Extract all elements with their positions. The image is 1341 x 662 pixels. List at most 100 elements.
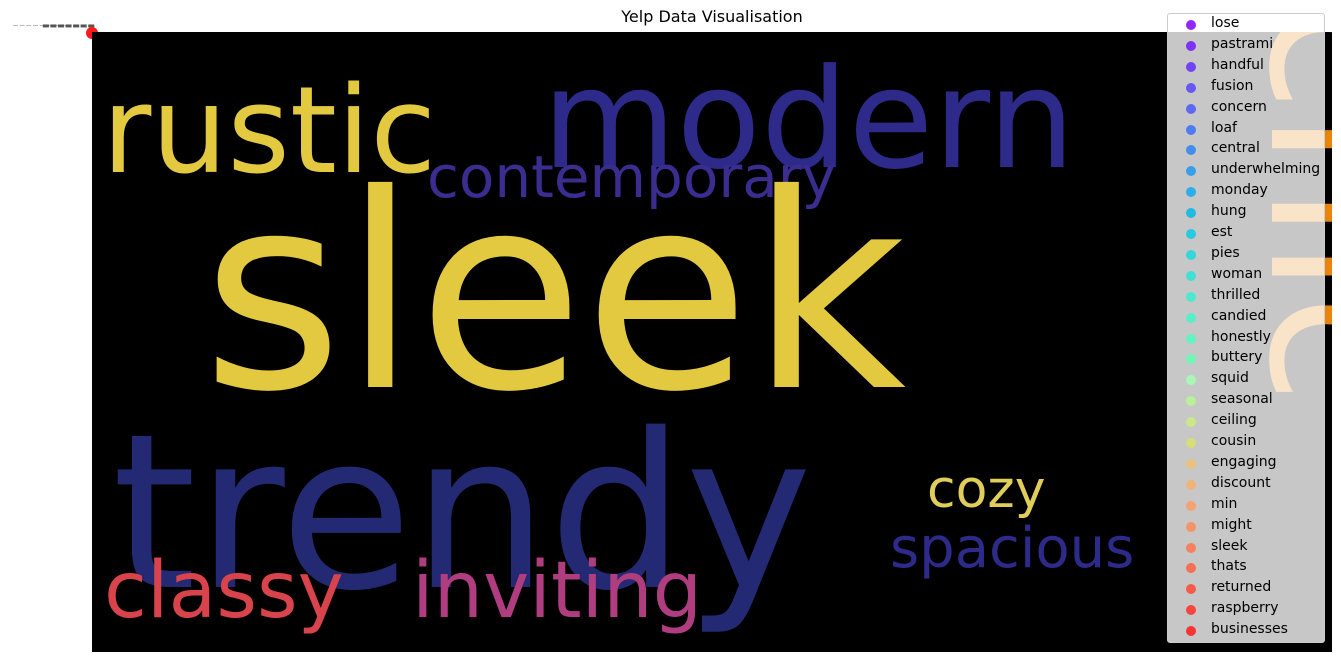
- legend-marker: [1186, 82, 1196, 93]
- legend-label: cousin: [1211, 433, 1257, 449]
- legend-marker: [1186, 208, 1196, 219]
- legend-marker: [1186, 500, 1196, 511]
- legend-marker: [1186, 124, 1196, 135]
- legend-marker: [1186, 40, 1196, 51]
- legend-item: engaging: [1168, 453, 1326, 474]
- legend-item: discount: [1168, 474, 1326, 495]
- word-cloud-word: inviting: [412, 546, 702, 636]
- legend-label: discount: [1211, 474, 1271, 491]
- legend-label: engaging: [1211, 453, 1277, 470]
- legend-label: honestly: [1211, 328, 1271, 345]
- legend-label: monday: [1211, 182, 1268, 199]
- legend-item: buttery: [1168, 348, 1326, 369]
- legend-label: handful: [1211, 56, 1264, 73]
- legend-marker: [1186, 396, 1196, 407]
- legend-marker: [1186, 103, 1196, 114]
- legend-label: thrilled: [1211, 286, 1261, 303]
- legend-marker: [1186, 626, 1196, 637]
- legend-item: woman: [1168, 265, 1326, 286]
- legend-marker: [1186, 605, 1196, 616]
- legend-item: pastrami: [1168, 35, 1326, 56]
- chart-title: Yelp Data Visualisation: [621, 7, 803, 26]
- legend-item: min: [1168, 495, 1326, 516]
- legend-item: handful: [1168, 56, 1326, 77]
- legend-marker: [1186, 187, 1196, 198]
- legend-label: concern: [1211, 98, 1267, 115]
- legend-label: candied: [1211, 307, 1267, 324]
- overlapping-tick-labels: ∽∽∽∽∽∽∽∽∽∽ ▬▬▬▬▬▬▬: [12, 21, 95, 30]
- legend-label: raspberry: [1211, 600, 1279, 617]
- legend-marker: [1186, 312, 1196, 323]
- legend-item: might: [1168, 516, 1326, 537]
- legend-item: honestly: [1168, 328, 1326, 349]
- legend-item: candied: [1168, 307, 1326, 328]
- legend-label: central: [1211, 140, 1260, 157]
- legend-item: cousin: [1168, 432, 1326, 453]
- legend-marker: [1186, 61, 1196, 72]
- legend-item: concern: [1168, 98, 1326, 119]
- legend: lose pastrami handful fusion concern loaf cent…: [1167, 13, 1325, 643]
- legend-item: monday: [1168, 181, 1326, 202]
- legend-item: underwhelming: [1168, 160, 1326, 181]
- legend-label: buttery: [1211, 349, 1263, 366]
- legend-label: seasonal: [1211, 391, 1273, 408]
- legend-item: squid: [1168, 369, 1326, 390]
- svg-text:∽∽∽∽∽∽∽∽∽∽: ∽∽∽∽∽∽∽∽∽∽: [12, 21, 79, 30]
- legend-marker: [1186, 145, 1196, 156]
- legend-item: raspberry: [1168, 599, 1326, 620]
- legend-label: sleek: [1211, 537, 1248, 554]
- word-cloud-word: contemporary: [427, 143, 836, 211]
- legend-label: hung: [1211, 203, 1247, 220]
- legend-marker: [1186, 458, 1196, 469]
- legend-item: sleek: [1168, 537, 1326, 558]
- legend-marker: [1186, 479, 1196, 490]
- legend-marker: [1186, 291, 1196, 302]
- legend-item: fusion: [1168, 77, 1326, 98]
- legend-item: ceiling: [1168, 411, 1326, 432]
- word-cloud-word: trendy: [112, 387, 812, 638]
- legend-marker: [1186, 20, 1196, 30]
- svg-text:▬▬▬▬▬▬▬: ▬▬▬▬▬▬▬: [42, 21, 95, 30]
- legend-item: lose: [1168, 14, 1326, 35]
- legend-marker: [1186, 166, 1196, 177]
- legend-marker: [1186, 542, 1196, 553]
- legend-item: thrilled: [1168, 286, 1326, 307]
- legend-marker: [1186, 249, 1196, 260]
- legend-marker: [1186, 333, 1196, 344]
- plot-area: rustic modern contemporary sleek trendy cozy s…: [92, 32, 1332, 652]
- legend-label: businesses: [1211, 621, 1288, 638]
- legend-marker: [1186, 417, 1196, 428]
- word-cloud-word: cozy: [927, 460, 1045, 520]
- legend-item: thats: [1168, 557, 1326, 578]
- legend-marker: [1186, 229, 1196, 239]
- word-cloud-word: spacious: [890, 516, 1134, 581]
- legend-label: returned: [1211, 579, 1272, 596]
- legend-marker: [1186, 270, 1196, 281]
- legend-item: returned: [1168, 578, 1326, 599]
- legend-label: woman: [1211, 265, 1263, 282]
- legend-item: pies: [1168, 244, 1326, 265]
- legend-label: squid: [1211, 370, 1249, 387]
- legend-marker: [1186, 375, 1196, 386]
- legend-label: est: [1211, 224, 1233, 240]
- word-cloud-word: modern: [542, 39, 1075, 200]
- legend-marker: [1186, 563, 1196, 574]
- legend-marker: [1186, 354, 1196, 365]
- legend-label: loaf: [1211, 119, 1237, 136]
- legend-label: ceiling: [1211, 412, 1257, 429]
- legend-item: loaf: [1168, 119, 1326, 140]
- legend-label: thats: [1211, 558, 1247, 575]
- legend-marker: [1186, 584, 1196, 595]
- word-cloud-word: rustic: [102, 62, 436, 201]
- legend-item: businesses: [1168, 620, 1326, 641]
- word-cloud-word: sleek: [202, 136, 906, 451]
- legend-item: est: [1168, 223, 1326, 244]
- legend-label: fusion: [1211, 77, 1254, 94]
- legend-label: min: [1211, 495, 1238, 512]
- legend-label: might: [1211, 516, 1252, 533]
- word-cloud-word: classy: [104, 546, 344, 636]
- legend-item: seasonal: [1168, 390, 1326, 411]
- legend-item: central: [1168, 139, 1326, 160]
- legend-label: underwhelming: [1211, 161, 1321, 178]
